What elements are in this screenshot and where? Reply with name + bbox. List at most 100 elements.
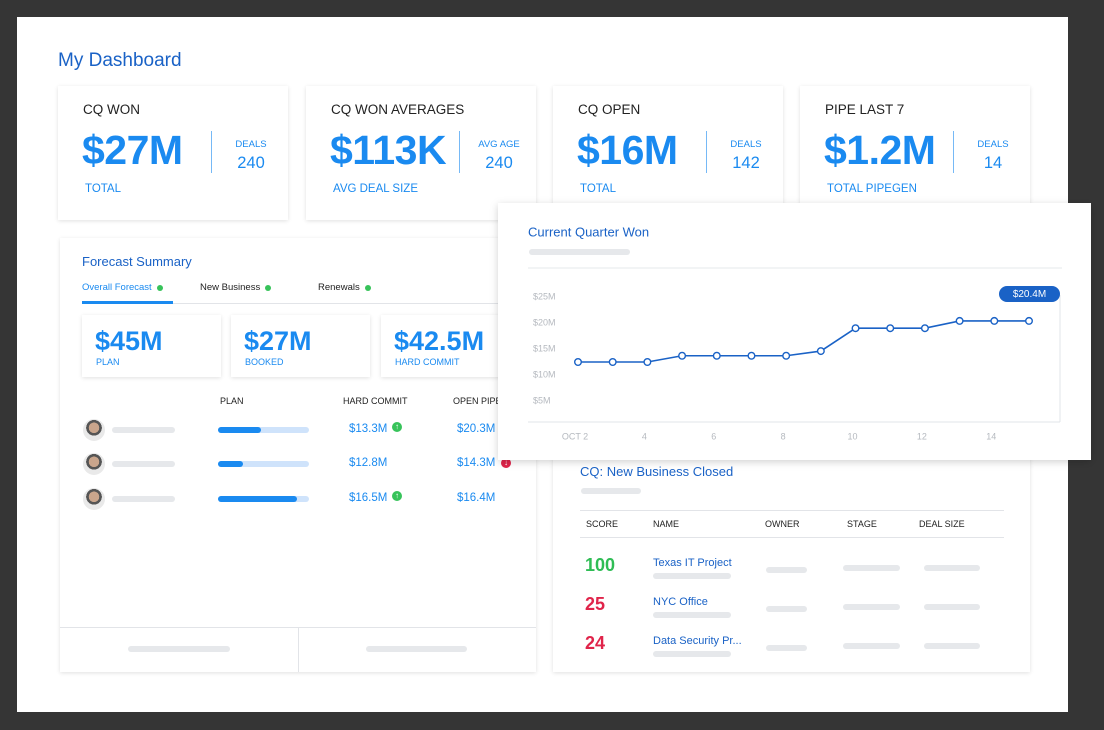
column-header: OPEN PIPE	[453, 395, 502, 406]
metric-label: BOOKED	[245, 356, 284, 367]
metric-value: $27M	[244, 325, 312, 356]
line-series	[578, 320, 1029, 363]
progress-track	[218, 461, 309, 467]
kpi-title: PIPE LAST 7	[825, 101, 905, 117]
tab[interactable]: Renewals	[318, 282, 360, 294]
column-header: NAME	[653, 518, 680, 529]
placeholder	[112, 461, 175, 467]
placeholder	[924, 643, 980, 649]
open-pipe-value: $14.3M	[457, 457, 496, 470]
placeholder	[581, 488, 641, 494]
point	[643, 358, 652, 367]
metric-card	[231, 315, 370, 377]
deal-name[interactable]: NYC Office	[653, 596, 708, 609]
kpi-caption: TOTAL PIPEGEN	[827, 183, 917, 196]
kpi-side-value: 240	[237, 154, 265, 173]
point	[816, 347, 825, 356]
column-header: OWNER	[765, 518, 800, 529]
closed-panel	[553, 440, 1030, 672]
progress-fill	[218, 427, 261, 433]
dashboard-title: My Dashboard	[58, 49, 182, 71]
kpi-value: $16M	[577, 127, 678, 174]
kpi-caption: AVG DEAL SIZE	[333, 183, 418, 196]
score: 100	[585, 555, 616, 576]
column-header: DEAL SIZE	[919, 518, 965, 529]
tab[interactable]: Overall Forecast	[82, 282, 152, 294]
y-tick-label: $20M	[533, 317, 556, 327]
deal-name[interactable]: Texas IT Project	[653, 557, 732, 570]
kpi-divider	[211, 131, 212, 173]
y-tick-label: $25M	[533, 291, 556, 301]
kpi-side-value: 240	[485, 154, 513, 173]
footer-split	[298, 627, 299, 672]
point	[955, 316, 964, 325]
trend-icon: ↑	[392, 422, 402, 432]
placeholder	[766, 606, 807, 612]
deal-name[interactable]: Data Security Pr...	[653, 635, 742, 648]
score: 24	[585, 633, 606, 654]
point	[574, 358, 583, 367]
point	[920, 324, 929, 333]
column-header: PLAN	[220, 395, 244, 406]
x-tick-label: 6	[711, 431, 716, 441]
kpi-side-value: 14	[983, 154, 1003, 173]
tab[interactable]: New Business	[200, 282, 261, 294]
kpi-side-value: 142	[732, 154, 760, 173]
x-tick-label: OCT 2	[562, 431, 588, 441]
kpi-card	[800, 86, 1030, 220]
closed-title: CQ: New Business Closed	[580, 464, 734, 480]
metric-value: $45M	[95, 325, 163, 356]
point	[712, 351, 721, 360]
point	[851, 324, 860, 333]
tab-status-dot	[265, 285, 272, 291]
kpi-card	[553, 86, 783, 220]
point	[782, 351, 791, 360]
column-header: HARD COMMIT	[343, 395, 408, 406]
column-header: STAGE	[847, 518, 877, 529]
kpi-divider	[706, 131, 707, 173]
kpi-side-label: DEALS	[235, 139, 267, 151]
score: 25	[585, 594, 606, 615]
tab-status-dot	[156, 285, 163, 291]
placeholder	[529, 249, 630, 255]
hard-commit-value: $16.5M	[349, 492, 388, 505]
placeholder	[766, 645, 807, 651]
x-tick-label: 8	[781, 431, 786, 441]
kpi-caption: TOTAL	[580, 183, 616, 196]
metric-value: $42.5M	[394, 325, 485, 356]
placeholder	[366, 646, 467, 652]
value-badge	[999, 286, 1060, 302]
placeholder	[843, 565, 900, 571]
metric-card	[82, 315, 221, 377]
tab-underline	[82, 301, 173, 304]
y-tick-label: $15M	[533, 343, 556, 353]
x-tick-label: 12	[917, 431, 927, 441]
kpi-card	[306, 86, 536, 220]
progress-fill	[218, 461, 244, 467]
chart-title: Current Quarter Won	[528, 224, 649, 239]
metric-card	[381, 315, 520, 377]
value-label: $20.4M	[1013, 289, 1046, 300]
avatar	[83, 453, 105, 475]
placeholder	[924, 565, 980, 571]
y-tick-label: $5M	[533, 395, 551, 405]
y-tick-label: $10M	[533, 369, 556, 379]
forecast-panel	[60, 238, 536, 672]
open-pipe-value: $20.3M	[457, 423, 496, 436]
kpi-side-label: DEALS	[730, 139, 762, 151]
placeholder	[128, 646, 230, 652]
tab-status-dot	[364, 285, 371, 291]
open-pipe-value: $16.4M	[457, 492, 496, 505]
kpi-card	[58, 86, 288, 220]
kpi-value: $113K	[330, 127, 447, 174]
kpi-title: CQ WON AVERAGES	[331, 101, 465, 117]
kpi-side-label: DEALS	[977, 139, 1009, 151]
progress-fill	[218, 496, 298, 502]
forecast-title: Forecast Summary	[82, 254, 192, 270]
placeholder	[112, 427, 175, 433]
placeholder	[843, 643, 900, 649]
point	[1024, 316, 1033, 325]
kpi-divider	[459, 131, 460, 173]
avatar	[83, 419, 105, 441]
